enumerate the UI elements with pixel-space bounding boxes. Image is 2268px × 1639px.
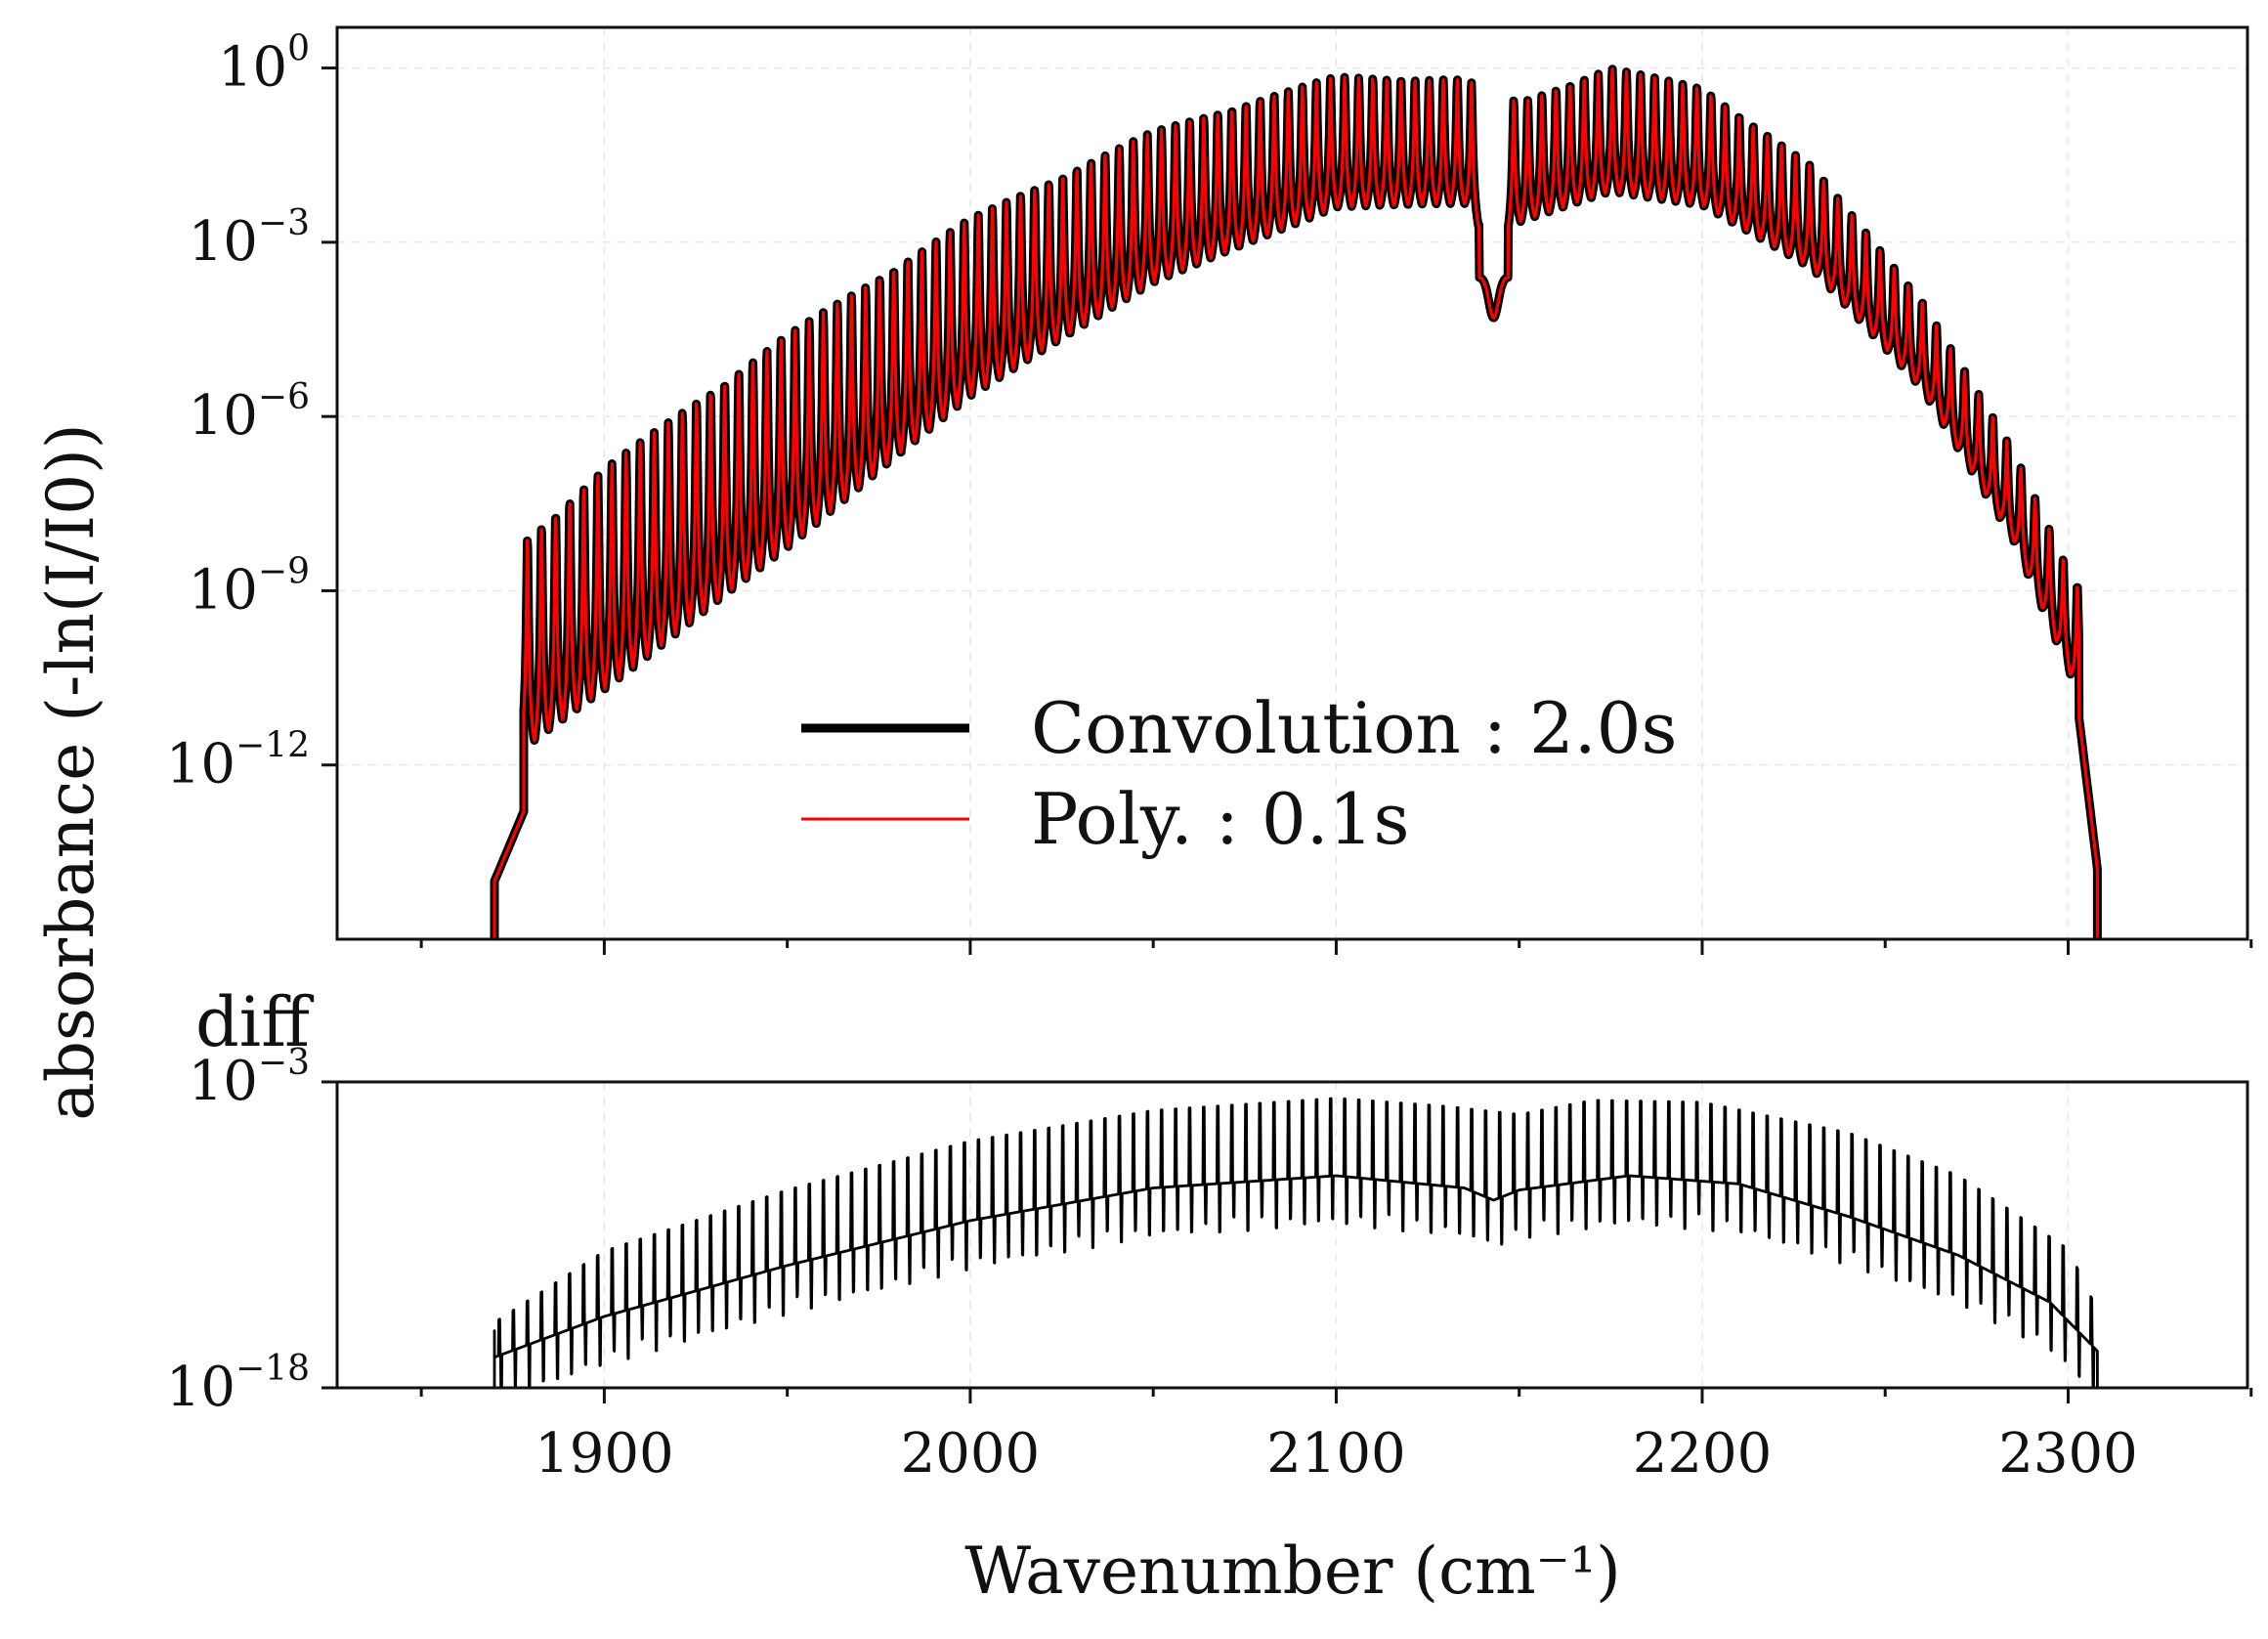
bottom-x-axis: 1900 2000 2100 2200 2300 [419, 1388, 2253, 1486]
series-diff-line [492, 1097, 2099, 1388]
x-tick-label: 2300 [1998, 1422, 2138, 1486]
bottom-diff-plot [492, 1097, 2099, 1388]
y-tick-label: 10−3 [189, 1043, 310, 1113]
x-tick-label: 2100 [1266, 1422, 1406, 1486]
top-panel: 100 10−3 10−6 10−9 10−12 Convolution : 2.0s … [166, 25, 2253, 955]
panel-title-diff: diff [195, 982, 314, 1062]
bottom-plot-frame [335, 1080, 2249, 1390]
y-tick-label: 10−3 [189, 203, 310, 274]
y-tick-label: 10−9 [189, 551, 310, 622]
y-tick-label: 100 [218, 29, 310, 100]
x-tick-label: 2000 [901, 1422, 1041, 1486]
bottom-panel: diff 10−3 10−18 1900 2000 2100 2200 2300 [166, 982, 2253, 1486]
legend-label-poly: Poly. : 0.1s [1031, 778, 1409, 860]
top-x-axis-ticks [419, 939, 2253, 955]
y-tick-label: 10−12 [166, 726, 310, 797]
bottom-y-axis: 10−3 10−18 [166, 1043, 337, 1419]
x-axis-label: Wavenumber (cm⁻¹) [964, 1533, 1621, 1609]
bottom-grid [337, 1081, 2247, 1389]
legend: Convolution : 2.0s Poly. : 0.1s [801, 687, 1677, 860]
legend-label-convolution: Convolution : 2.0s [1031, 687, 1677, 769]
y-tick-label: 10−18 [166, 1349, 310, 1419]
x-tick-label: 2200 [1633, 1422, 1773, 1486]
y-tick-label: 10−6 [189, 377, 310, 448]
series-poly-line [492, 67, 2099, 939]
top-absorbance-plot [490, 65, 2102, 939]
y-axis-label: absorbance (-ln(I/I0)) [33, 423, 108, 1120]
x-tick-label: 1900 [535, 1422, 674, 1486]
top-plot-frame [335, 25, 2249, 941]
top-y-axis: 100 10−3 10−6 10−9 10−12 [166, 29, 337, 797]
